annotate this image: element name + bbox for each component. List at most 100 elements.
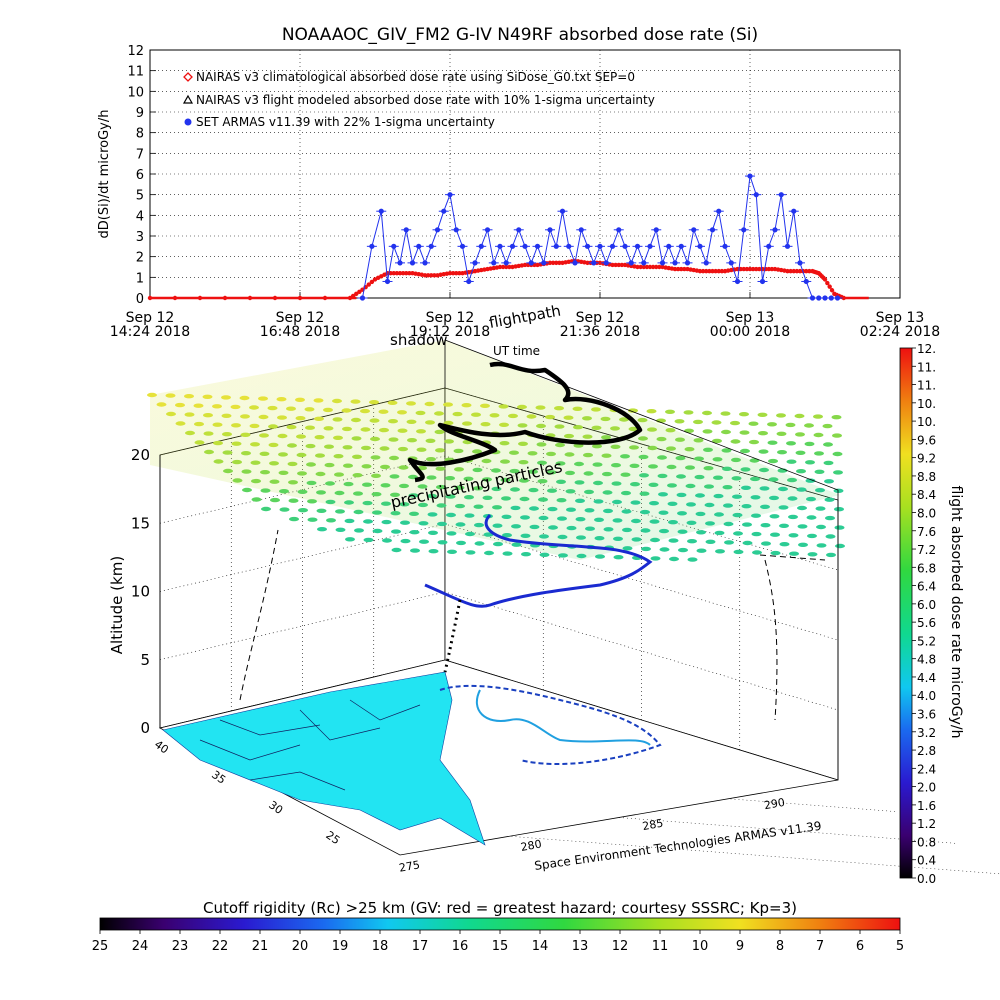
dose-ellipse (288, 480, 298, 485)
dose-ellipse (371, 473, 381, 478)
dose-ellipse (286, 424, 297, 430)
dose-ellipse (491, 468, 501, 473)
nairas-clim-point (804, 268, 809, 274)
dose-ellipse (641, 546, 651, 552)
dose-ellipse (647, 427, 657, 432)
dose-ellipse (239, 395, 250, 401)
dose-ellipse (748, 421, 759, 426)
dose-ellipse (400, 520, 410, 525)
dose-ellipse (687, 539, 697, 544)
dose-ellipse (760, 504, 770, 509)
dose-ellipse (537, 479, 548, 484)
dose-ellipse (267, 405, 278, 411)
dose-ellipse (788, 514, 798, 520)
dose-ellipse (787, 477, 797, 483)
armas-point (541, 260, 547, 266)
dose-ellipse (622, 527, 632, 533)
dose-ellipse (269, 461, 279, 466)
dose-ellipse (712, 457, 723, 462)
dose-ellipse (484, 550, 494, 556)
armas-point (447, 192, 453, 198)
rigidity-colorbar-tick-label: 15 (492, 939, 509, 954)
dose-ellipse (447, 549, 457, 554)
dose-ellipse (639, 473, 649, 478)
dose-ellipse (352, 473, 363, 478)
dose-ellipse (649, 519, 660, 524)
dose-ellipse (363, 519, 373, 524)
dose-ellipse (536, 442, 547, 447)
dose-ellipse (813, 414, 823, 419)
dose-ellipse (222, 432, 232, 437)
dose-ellipse (767, 440, 778, 445)
dose-ellipse (427, 512, 438, 517)
nairas-clim-point (797, 268, 803, 274)
dose-ellipse (480, 422, 491, 427)
dose-ellipse (391, 529, 401, 534)
dose-ellipse (667, 501, 678, 506)
dose-ellipse (647, 445, 658, 451)
dose-ellipse (399, 483, 409, 489)
dose-ellipse (584, 489, 594, 495)
legend-text-nairas-flight: NAIRAS v3 flight modeled absorbed dose r… (196, 93, 655, 107)
dose-ellipse (824, 497, 835, 502)
nairas-clim-point (744, 266, 750, 272)
dose-ellipse (814, 451, 824, 456)
dose-ellipse (279, 507, 290, 512)
dose-ellipse (344, 518, 355, 524)
dose-ellipse (600, 416, 611, 422)
rigidity-colorbar-tick-label: 11 (652, 939, 669, 954)
ut-time-label: UT time (493, 344, 540, 358)
y-tick-label: 7 (136, 147, 144, 162)
latitude-tick-label: 25 (323, 829, 342, 848)
dose-ellipse (527, 451, 538, 456)
dose-ellipse (640, 528, 651, 533)
rigidity-colorbar-tick-label: 16 (452, 939, 469, 954)
dose-ellipse (825, 534, 836, 539)
dose-ellipse (389, 455, 399, 461)
rigidity-colorbar-tick-label: 5 (896, 939, 904, 954)
dose-ellipse (500, 459, 510, 464)
dose-ellipse (519, 496, 530, 502)
nairas-clim-point (585, 260, 590, 266)
dose-ellipse (378, 409, 389, 414)
nairas-clim-point (432, 273, 437, 278)
armas-point (459, 243, 466, 249)
dose-ellipse (529, 524, 540, 530)
dose-ellipse (258, 414, 269, 420)
dose-ellipse (332, 417, 343, 422)
dose-ellipse (556, 479, 566, 484)
dose-ellipse (251, 497, 262, 502)
dose-ellipse (305, 425, 315, 430)
dose-ellipse (156, 402, 167, 407)
dose-ellipse (295, 416, 306, 421)
dose-ellipse (805, 478, 816, 483)
rigidity-colorbar-ticks: 25 24 23 22 21 20 19 18 17 16 15 14 13 12 11 10 9 8 7 6 5 (92, 930, 904, 954)
dose-ellipse (730, 420, 740, 426)
dose-ellipse (592, 444, 602, 449)
y-tick-label: 8 (136, 127, 144, 142)
dose-ellipse (740, 448, 750, 454)
dose-colorbar-tick-label: 2.4 (917, 762, 936, 776)
dose-ellipse (739, 430, 750, 435)
dose-ellipse (582, 416, 592, 421)
dose-colorbar-tick-label: 6.8 (917, 561, 936, 575)
dose-ellipse (795, 450, 806, 455)
dose-ellipse (480, 403, 490, 408)
dose-ellipse (369, 418, 380, 423)
dose-colorbar-tick-label: 1.2 (917, 817, 936, 831)
dose-ellipse (720, 411, 731, 416)
rigidity-colorbar-tick-label: 19 (332, 939, 349, 954)
timeseries-frame (149, 49, 901, 299)
dose-ellipse (354, 528, 364, 533)
altitude-tick-label: 0 (140, 719, 150, 737)
dose-ellipse (316, 508, 327, 513)
dose-ellipse (194, 440, 205, 445)
dose-ellipse (650, 556, 661, 561)
dose-ellipse (370, 436, 380, 442)
rigidity-colorbar-tick-label: 24 (132, 939, 149, 954)
dose-ellipse (786, 441, 796, 446)
dose-ellipse (510, 505, 521, 511)
dose-ellipse (770, 532, 780, 537)
dose-ellipse (417, 484, 428, 489)
dose-ellipse (796, 469, 806, 474)
